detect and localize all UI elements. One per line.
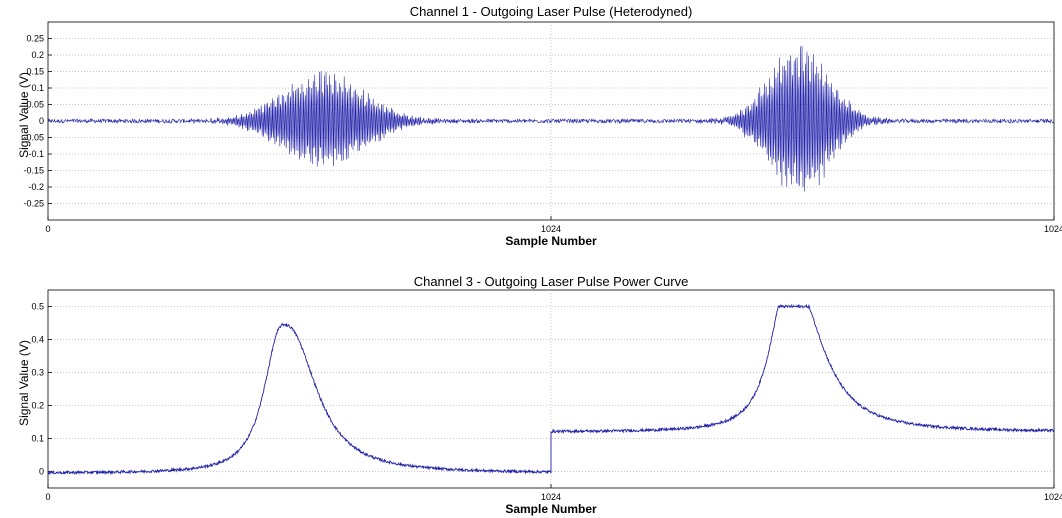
x-axis-label: Sample Number (505, 234, 597, 248)
y-tick-label: 0.5 (31, 302, 44, 312)
y-tick-label: -0.25 (23, 199, 44, 209)
x-tick-label: 1024 (541, 224, 561, 234)
y-tick-label: 0.2 (31, 50, 44, 60)
y-tick-label: -0.05 (23, 133, 44, 143)
chart-title: Channel 1 - Outgoing Laser Pulse (Hetero… (409, 4, 693, 19)
y-tick-label: 0.15 (26, 67, 44, 77)
x-tick-label: 0 (45, 224, 50, 234)
y-tick-label: 0.3 (31, 368, 44, 378)
y-tick-label: 0.05 (26, 100, 44, 110)
y-tick-label: 0.1 (31, 83, 44, 93)
y-tick-label: -0.15 (23, 166, 44, 176)
y-tick-label: -0.2 (28, 182, 44, 192)
series-line (47, 303, 1055, 476)
plot-area: -0.25 -0.2 -0.15 -0.1 -0.05 0 0.05 0.1 0.15 0.2 0.… (23, 21, 1062, 234)
y-tick-label: 0.4 (31, 335, 44, 345)
x-tick-label: 1024 (1044, 224, 1062, 234)
x-tick-label: 1024 (541, 492, 561, 502)
chart-channel-3: Channel 3 - Outgoing Laser Pulse Power C… (0, 268, 1062, 518)
y-tick-label: 0 (39, 467, 44, 477)
y-tick-label: 0.1 (31, 434, 44, 444)
x-axis-label: Sample Number (505, 502, 597, 516)
plot-area: 0 0.1 0.2 0.3 0.4 0.5 0 1024 1024 (31, 289, 1062, 502)
series-line (47, 45, 1055, 192)
y-tick-label: 0 (39, 116, 44, 126)
x-tick-label: 0 (45, 492, 50, 502)
y-tick-label: 0.25 (26, 34, 44, 44)
x-tick-label: 1024 (1044, 492, 1062, 502)
y-tick-label: 0.2 (31, 401, 44, 411)
chart-title: Channel 3 - Outgoing Laser Pulse Power C… (413, 274, 689, 289)
chart-channel-1: Channel 1 - Outgoing Laser Pulse (Hetero… (0, 0, 1062, 250)
y-tick-label: -0.1 (28, 149, 44, 159)
